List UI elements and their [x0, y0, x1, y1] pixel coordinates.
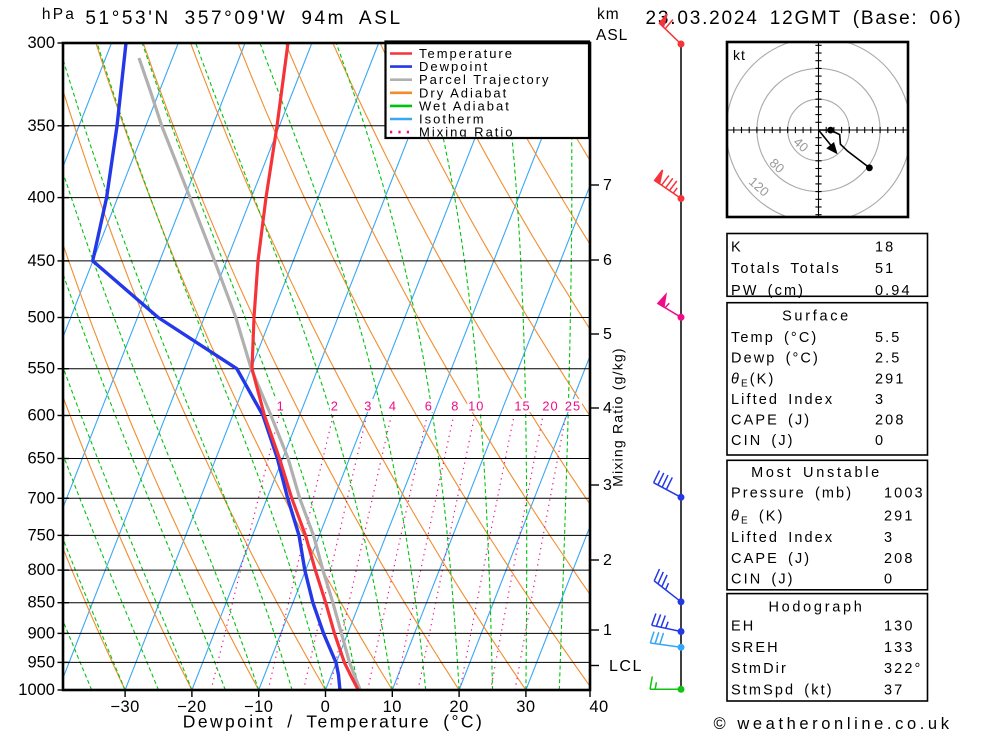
- svg-text:CIN (J): CIN (J): [731, 572, 795, 588]
- svg-text:600: 600: [27, 407, 55, 425]
- svg-text:PW (cm): PW (cm): [731, 283, 805, 299]
- svg-text:350: 350: [27, 117, 55, 135]
- svg-text:6: 6: [603, 252, 612, 269]
- svg-text:2: 2: [331, 399, 339, 414]
- svg-text:450: 450: [27, 252, 55, 270]
- svg-text:Surface: Surface: [782, 309, 851, 325]
- svg-text:700: 700: [27, 489, 55, 507]
- svg-text:40: 40: [589, 698, 608, 716]
- svg-text:−20: −20: [177, 698, 207, 716]
- svg-text:CIN (J): CIN (J): [731, 433, 795, 449]
- svg-text:Mixing Ratio (g/kg): Mixing Ratio (g/kg): [610, 347, 626, 487]
- svg-text:20: 20: [542, 399, 558, 414]
- svg-text:© weatheronline.co.uk: © weatheronline.co.uk: [713, 715, 952, 733]
- svg-text:10: 10: [468, 399, 484, 414]
- svg-text:K: K: [731, 240, 743, 256]
- svg-text:291: 291: [875, 372, 906, 388]
- svg-text:1003: 1003: [884, 486, 925, 502]
- svg-text:8: 8: [451, 399, 459, 414]
- svg-text:1: 1: [603, 622, 612, 639]
- svg-text:θE(K): θE(K): [731, 372, 775, 390]
- svg-text:Mixing Ratio: Mixing Ratio: [419, 125, 515, 140]
- svg-text:−30: −30: [110, 698, 140, 716]
- svg-text:5.5: 5.5: [875, 330, 901, 346]
- svg-text:hPa: hPa: [42, 6, 76, 23]
- svg-text:208: 208: [884, 551, 915, 567]
- svg-text:51°53'N 357°09'W 94m ASL: 51°53'N 357°09'W 94m ASL: [85, 8, 402, 29]
- svg-text:4: 4: [389, 399, 397, 414]
- svg-text:400: 400: [27, 189, 55, 207]
- svg-text:SREH: SREH: [731, 640, 780, 656]
- svg-text:Dry Adiabat: Dry Adiabat: [419, 85, 508, 100]
- svg-text:322°: 322°: [884, 661, 922, 677]
- svg-text:3: 3: [603, 477, 612, 494]
- svg-text:3: 3: [364, 399, 372, 414]
- svg-text:900: 900: [27, 624, 55, 642]
- svg-text:Dewpoint / Temperature (°C): Dewpoint / Temperature (°C): [183, 712, 484, 732]
- svg-text:130: 130: [884, 619, 915, 635]
- svg-text:Temp (°C): Temp (°C): [731, 330, 818, 346]
- svg-text:550: 550: [27, 360, 55, 378]
- svg-text:EH: EH: [731, 619, 755, 635]
- svg-text:0: 0: [875, 433, 885, 449]
- svg-text:Hodograph: Hodograph: [768, 599, 864, 615]
- svg-text:950: 950: [27, 653, 55, 671]
- svg-text:650: 650: [27, 450, 55, 468]
- svg-text:LCL: LCL: [609, 658, 643, 675]
- svg-text:Isotherm: Isotherm: [419, 112, 486, 127]
- svg-text:Lifted Index: Lifted Index: [731, 530, 834, 546]
- svg-text:2.5: 2.5: [875, 350, 901, 366]
- svg-text:StmDir: StmDir: [731, 661, 788, 677]
- svg-text:kt: kt: [733, 47, 746, 63]
- svg-text:0: 0: [321, 698, 331, 716]
- svg-text:291: 291: [884, 509, 915, 525]
- svg-text:7: 7: [603, 177, 612, 194]
- svg-text:850: 850: [27, 594, 55, 612]
- svg-text:0: 0: [884, 572, 894, 588]
- svg-text:Dewp (°C): Dewp (°C): [731, 350, 820, 366]
- svg-text:51: 51: [875, 261, 895, 277]
- svg-text:6: 6: [425, 399, 433, 414]
- svg-text:2: 2: [603, 552, 612, 569]
- svg-text:Pressure (mb): Pressure (mb): [731, 486, 853, 502]
- svg-text:133: 133: [884, 640, 915, 656]
- svg-text:3: 3: [884, 530, 894, 546]
- svg-text:1: 1: [277, 399, 285, 414]
- svg-text:−10: −10: [244, 698, 274, 716]
- svg-text:208: 208: [875, 413, 906, 429]
- svg-text:18: 18: [875, 240, 895, 256]
- svg-text:30: 30: [516, 698, 535, 716]
- svg-text:Most Unstable: Most Unstable: [751, 465, 882, 481]
- svg-text:1000: 1000: [18, 681, 55, 699]
- svg-text:Temperature: Temperature: [419, 46, 514, 61]
- svg-text:0.94: 0.94: [875, 283, 912, 299]
- svg-text:Totals Totals: Totals Totals: [731, 261, 841, 277]
- svg-text:4: 4: [603, 400, 612, 417]
- svg-text:Dewpoint: Dewpoint: [419, 59, 489, 74]
- svg-text:750: 750: [27, 526, 55, 544]
- svg-text:Lifted Index: Lifted Index: [731, 392, 834, 408]
- svg-text:θE (K): θE (K): [731, 509, 785, 527]
- svg-text:CAPE (J): CAPE (J): [731, 551, 811, 567]
- svg-text:5: 5: [603, 326, 612, 343]
- svg-text:CAPE (J): CAPE (J): [731, 413, 811, 429]
- svg-text:300: 300: [27, 34, 55, 52]
- svg-text:StmSpd (kt): StmSpd (kt): [731, 683, 834, 699]
- svg-text:800: 800: [27, 561, 55, 579]
- svg-text:10: 10: [383, 698, 402, 716]
- svg-text:20: 20: [449, 698, 468, 716]
- svg-text:500: 500: [27, 309, 55, 327]
- svg-text:23.03.2024 12GMT (Base: 06): 23.03.2024 12GMT (Base: 06): [646, 8, 963, 29]
- svg-text:Parcel Trajectory: Parcel Trajectory: [419, 72, 551, 87]
- svg-text:37: 37: [884, 683, 904, 699]
- svg-text:15: 15: [514, 399, 530, 414]
- svg-text:25: 25: [565, 399, 581, 414]
- svg-text:ASL: ASL: [596, 27, 628, 44]
- svg-text:3: 3: [875, 392, 885, 408]
- svg-text:km: km: [597, 6, 620, 23]
- svg-text:Wet Adiabat: Wet Adiabat: [419, 98, 511, 113]
